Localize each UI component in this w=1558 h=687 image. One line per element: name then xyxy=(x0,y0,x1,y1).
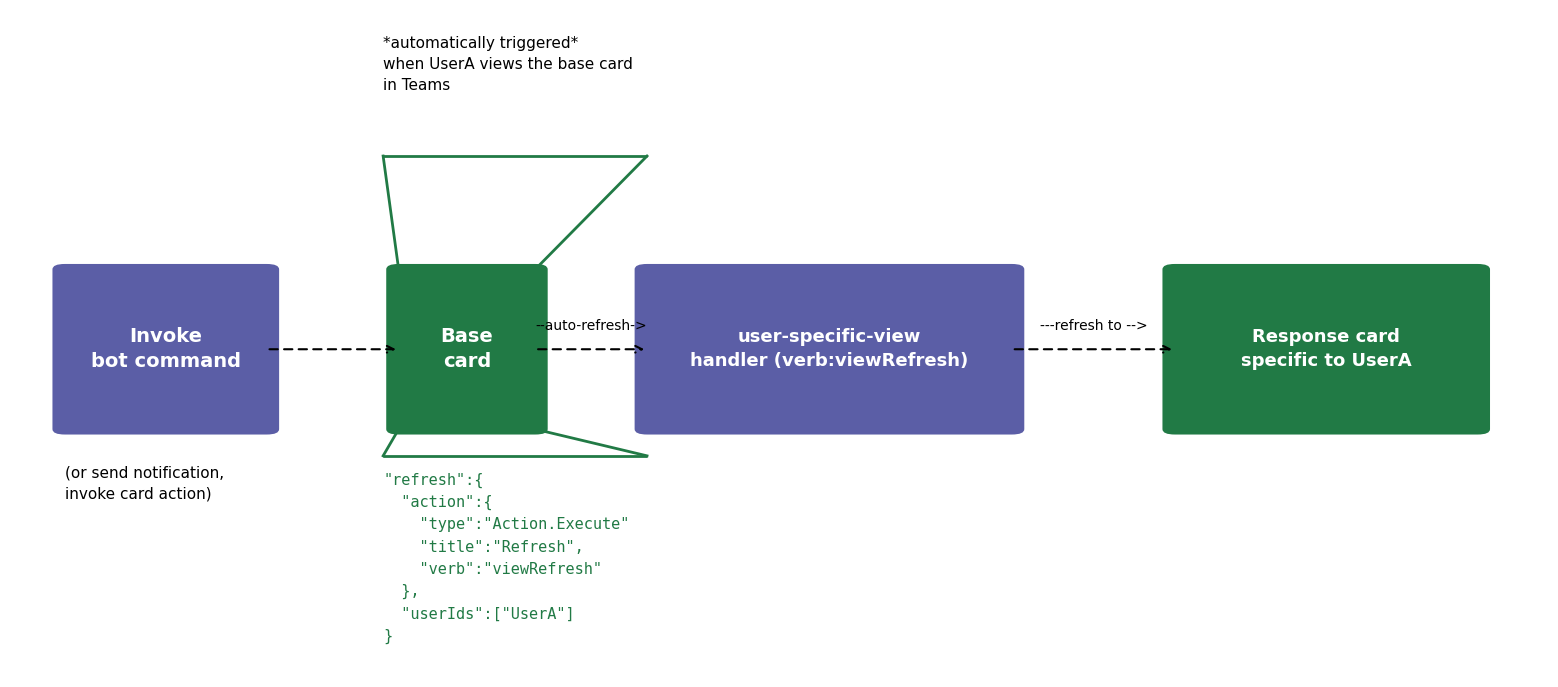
Text: Base
card: Base card xyxy=(441,327,494,371)
FancyBboxPatch shape xyxy=(386,264,548,435)
FancyBboxPatch shape xyxy=(634,264,1024,435)
Text: Invoke
bot command: Invoke bot command xyxy=(90,327,241,371)
Text: "refresh":{
  "action":{
    "type":"Action.Execute"
    "title":"Refresh",
    : "refresh":{ "action":{ "type":"Action.Ex… xyxy=(383,473,629,644)
Text: ---refresh to -->: ---refresh to --> xyxy=(1039,319,1147,333)
Text: Response card
specific to UserA: Response card specific to UserA xyxy=(1240,328,1412,370)
Text: *automatically triggered*
when UserA views the base card
in Teams: *automatically triggered* when UserA vie… xyxy=(383,36,633,93)
FancyBboxPatch shape xyxy=(53,264,279,435)
Text: --auto-refresh->: --auto-refresh-> xyxy=(536,319,647,333)
Text: (or send notification,
invoke card action): (or send notification, invoke card actio… xyxy=(65,466,224,502)
Text: user-specific-view
handler (verb:viewRefresh): user-specific-view handler (verb:viewRef… xyxy=(690,328,969,370)
FancyBboxPatch shape xyxy=(1162,264,1489,435)
